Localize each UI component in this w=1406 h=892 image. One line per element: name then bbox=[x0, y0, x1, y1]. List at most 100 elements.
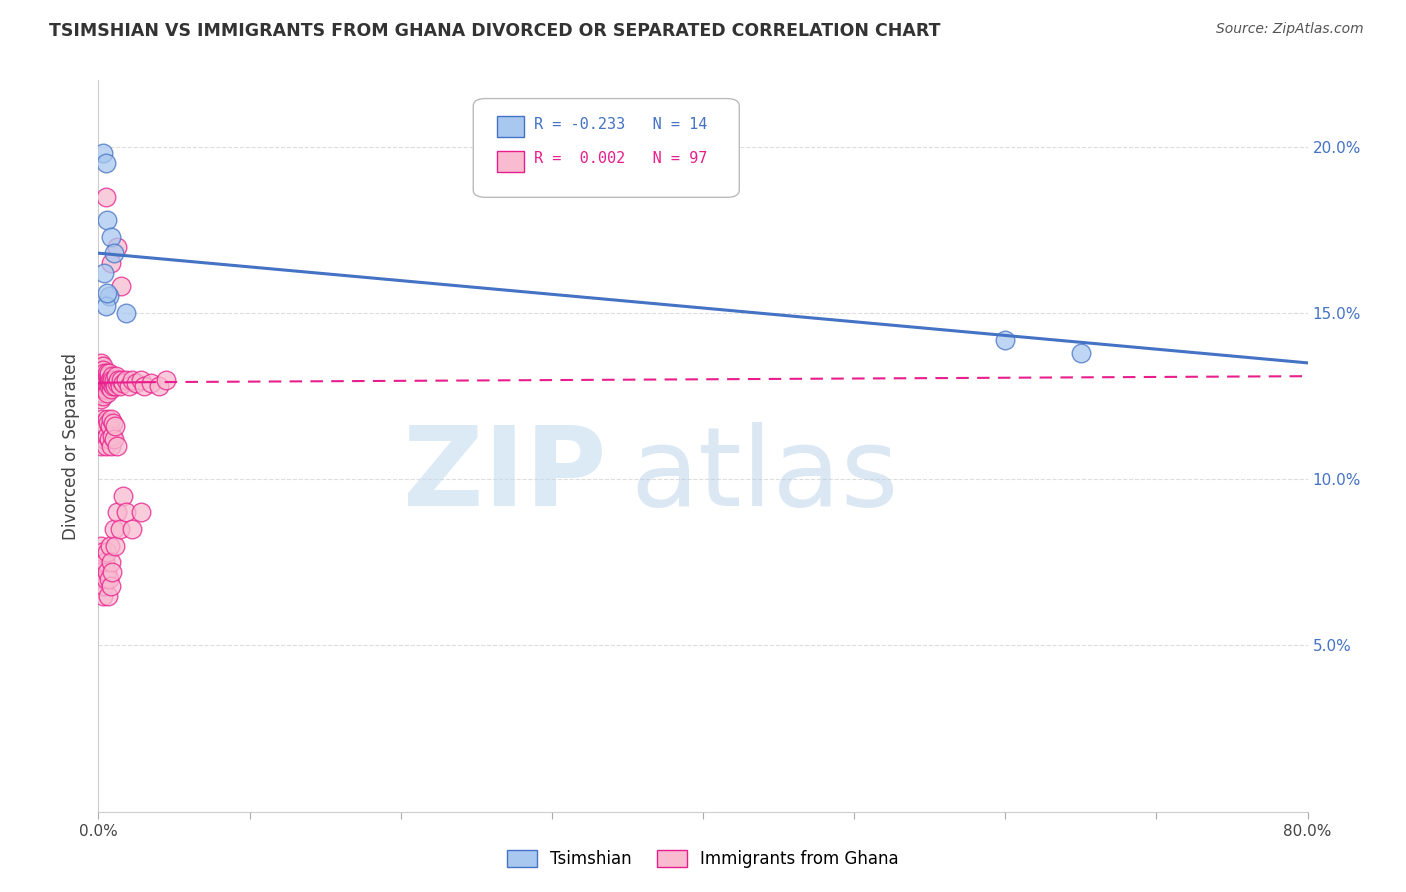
Point bbox=[90, 366, 112, 380]
Point bbox=[100, 383, 122, 397]
Point bbox=[100, 555, 122, 569]
Point bbox=[93, 366, 115, 380]
Point bbox=[94, 189, 117, 203]
Point bbox=[104, 369, 127, 384]
Point bbox=[94, 369, 117, 384]
Point bbox=[108, 379, 131, 393]
Point bbox=[89, 362, 111, 376]
Point bbox=[89, 366, 111, 380]
Point bbox=[121, 372, 143, 386]
Point bbox=[91, 545, 114, 559]
Text: atlas: atlas bbox=[630, 422, 898, 529]
Point bbox=[98, 379, 121, 393]
Point bbox=[103, 376, 125, 390]
Point bbox=[89, 369, 111, 384]
Point bbox=[90, 379, 112, 393]
Point bbox=[91, 412, 114, 426]
Point bbox=[94, 555, 117, 569]
Point bbox=[94, 439, 117, 453]
Point bbox=[94, 419, 117, 434]
Point bbox=[91, 379, 114, 393]
Point bbox=[100, 412, 122, 426]
Point bbox=[105, 506, 128, 520]
Point bbox=[94, 383, 117, 397]
Point bbox=[90, 372, 112, 386]
Point bbox=[103, 522, 125, 536]
Point bbox=[93, 416, 115, 430]
Point bbox=[93, 362, 115, 376]
Text: R = -0.233   N = 14: R = -0.233 N = 14 bbox=[534, 117, 707, 132]
Point bbox=[94, 372, 117, 386]
Point bbox=[1070, 346, 1092, 360]
Point bbox=[96, 385, 118, 400]
Point bbox=[91, 359, 114, 374]
Point bbox=[155, 372, 177, 386]
Point bbox=[994, 333, 1017, 347]
Point bbox=[101, 379, 124, 393]
Point bbox=[89, 385, 111, 400]
Point bbox=[94, 572, 117, 586]
Point bbox=[114, 306, 136, 320]
Point bbox=[114, 506, 136, 520]
Point bbox=[93, 572, 115, 586]
Point bbox=[96, 566, 118, 580]
Point bbox=[90, 383, 112, 397]
Point bbox=[141, 376, 163, 390]
Point bbox=[108, 522, 131, 536]
Point bbox=[94, 379, 117, 393]
Point bbox=[100, 376, 122, 390]
Point bbox=[96, 366, 118, 380]
Point bbox=[91, 369, 114, 384]
Point bbox=[89, 555, 111, 569]
Point bbox=[90, 385, 112, 400]
Point bbox=[94, 299, 117, 313]
Point bbox=[98, 366, 121, 380]
Point bbox=[101, 416, 124, 430]
Point bbox=[91, 376, 114, 390]
Point bbox=[105, 376, 128, 390]
Text: R =  0.002   N = 97: R = 0.002 N = 97 bbox=[534, 151, 707, 166]
Point bbox=[100, 229, 122, 244]
Point bbox=[93, 376, 115, 390]
Point bbox=[98, 289, 121, 303]
Point bbox=[89, 383, 111, 397]
Point bbox=[96, 376, 118, 390]
Point bbox=[94, 156, 117, 170]
Point bbox=[96, 213, 118, 227]
Point bbox=[91, 146, 114, 161]
Point bbox=[148, 379, 170, 393]
Point bbox=[107, 372, 129, 386]
Point bbox=[96, 545, 118, 559]
FancyBboxPatch shape bbox=[498, 116, 524, 136]
FancyBboxPatch shape bbox=[474, 99, 740, 197]
Point bbox=[101, 566, 124, 580]
Point bbox=[90, 539, 112, 553]
Text: TSIMSHIAN VS IMMIGRANTS FROM GHANA DIVORCED OR SEPARATED CORRELATION CHART: TSIMSHIAN VS IMMIGRANTS FROM GHANA DIVOR… bbox=[49, 22, 941, 40]
Point bbox=[97, 376, 120, 390]
Point bbox=[111, 489, 134, 503]
Point bbox=[91, 372, 114, 386]
Point bbox=[91, 589, 114, 603]
Point bbox=[98, 376, 121, 390]
Point bbox=[90, 566, 112, 580]
Text: Source: ZipAtlas.com: Source: ZipAtlas.com bbox=[1216, 22, 1364, 37]
Point bbox=[129, 506, 152, 520]
Point bbox=[114, 372, 136, 386]
Point bbox=[97, 372, 120, 386]
Point bbox=[129, 372, 152, 386]
Point bbox=[101, 372, 124, 386]
Point bbox=[98, 433, 121, 447]
Point bbox=[93, 266, 115, 280]
Point bbox=[89, 379, 111, 393]
Point bbox=[90, 369, 112, 384]
Point bbox=[89, 389, 111, 403]
Point bbox=[104, 419, 127, 434]
Point bbox=[104, 379, 127, 393]
Point bbox=[93, 433, 115, 447]
Point bbox=[96, 412, 118, 426]
Point bbox=[97, 589, 120, 603]
Point bbox=[111, 376, 134, 390]
Point bbox=[96, 286, 118, 301]
Point bbox=[110, 372, 132, 386]
Point bbox=[90, 422, 112, 436]
